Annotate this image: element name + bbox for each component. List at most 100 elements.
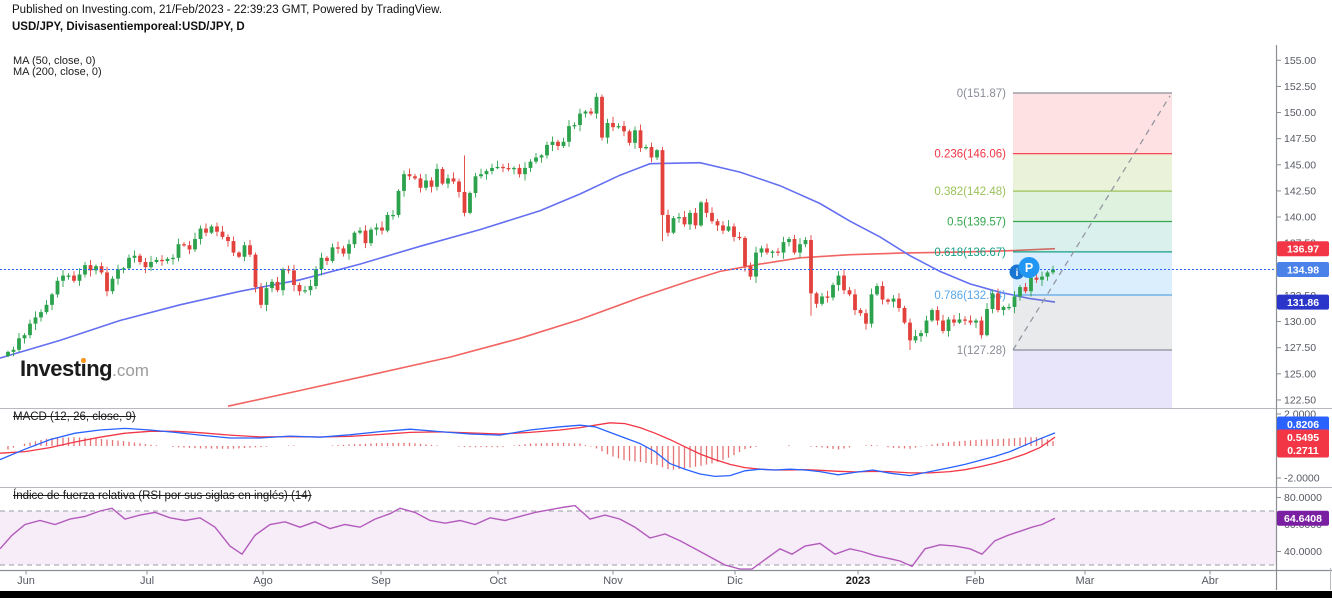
candle <box>688 212 692 225</box>
candle <box>429 180 434 187</box>
candle <box>28 323 32 336</box>
candle <box>935 310 940 321</box>
candle <box>1051 269 1055 273</box>
time-tick-label: Jun <box>17 575 35 587</box>
axis-tick-label: 40.0000 <box>1284 546 1322 558</box>
time-axis[interactable] <box>0 570 1332 591</box>
axis-badge <box>1277 241 1329 257</box>
axis-badge-label: 134.98 <box>1287 265 1319 277</box>
candle <box>820 296 824 304</box>
axis-badge-label: 0.2711 <box>1287 445 1319 457</box>
candle <box>600 96 604 138</box>
candle <box>704 202 709 213</box>
candle <box>1045 272 1050 277</box>
candle <box>198 228 203 239</box>
axis-tick-label: 80.0000 <box>1284 492 1322 504</box>
candle <box>699 202 703 226</box>
candle <box>6 351 10 357</box>
candle <box>468 193 472 213</box>
candle <box>644 147 648 149</box>
candle <box>902 307 907 323</box>
candle <box>1029 277 1033 292</box>
fib-band <box>1013 92 1172 154</box>
axis-tick-label: -2.0000 <box>1284 473 1320 485</box>
candle <box>979 320 984 336</box>
candle <box>154 259 159 262</box>
candle <box>391 214 395 217</box>
candle <box>226 236 230 242</box>
candle <box>924 320 929 334</box>
price-axis[interactable] <box>1276 45 1332 570</box>
axis-tick-label: 145.00 <box>1284 159 1316 171</box>
candle <box>545 144 549 156</box>
macd-signal-line <box>0 422 1056 474</box>
fib-level-label: 0.786(132.54) <box>934 290 1006 302</box>
candle <box>418 178 423 188</box>
investing-watermark-logo: Investing.com <box>20 356 149 381</box>
candle <box>435 168 439 187</box>
candle <box>660 150 665 215</box>
candle <box>22 335 27 339</box>
fib-level-label: 1(127.28) <box>957 345 1006 357</box>
candle <box>182 244 186 246</box>
time-tick-label: Jul <box>140 575 154 587</box>
axis-tick-label: 130.00 <box>1284 316 1316 328</box>
candle <box>710 212 714 222</box>
candle <box>754 252 758 277</box>
candle <box>622 126 626 132</box>
candle <box>39 312 43 318</box>
candle <box>996 293 1000 311</box>
candle <box>193 238 197 250</box>
candle <box>897 298 901 308</box>
candle <box>462 191 467 213</box>
axis-tick-label: 125.00 <box>1284 368 1316 380</box>
candle <box>55 280 60 295</box>
candle <box>946 319 951 331</box>
fib-band-below <box>1013 349 1172 408</box>
candle <box>534 157 538 162</box>
axis-tick-label: 140.00 <box>1284 212 1316 224</box>
candle <box>880 286 885 300</box>
fib-band <box>1013 251 1172 296</box>
candle <box>308 286 313 291</box>
candle <box>968 320 973 323</box>
svg-text:P: P <box>1025 261 1033 275</box>
candle <box>253 254 258 288</box>
candle <box>798 244 802 253</box>
candle <box>171 257 175 260</box>
candle <box>160 259 164 262</box>
rsi-line <box>0 504 1056 570</box>
fib-band <box>1013 153 1172 192</box>
candle <box>138 255 142 262</box>
candle <box>385 214 390 231</box>
candle <box>869 294 874 324</box>
candle <box>132 255 137 258</box>
candle <box>127 257 131 269</box>
candle <box>325 257 329 261</box>
candle <box>781 242 786 253</box>
candle <box>809 240 813 294</box>
candle <box>930 310 934 321</box>
candle <box>1018 287 1022 297</box>
candle <box>776 251 780 253</box>
candle <box>825 296 830 298</box>
candle <box>831 284 835 298</box>
candle <box>220 231 225 237</box>
candle <box>556 141 560 146</box>
axis-tick-label: 155.00 <box>1284 55 1316 67</box>
candle <box>567 126 571 142</box>
candle <box>677 217 681 219</box>
macd-line <box>0 424 1056 478</box>
candle <box>594 96 599 114</box>
time-tick-label: Feb <box>966 575 985 587</box>
candle <box>303 290 307 292</box>
candle <box>105 272 109 292</box>
candle <box>473 176 478 194</box>
candle <box>446 178 450 184</box>
candle <box>671 218 676 233</box>
fib-level-label: 0(151.87) <box>957 88 1006 100</box>
candle <box>963 319 967 321</box>
